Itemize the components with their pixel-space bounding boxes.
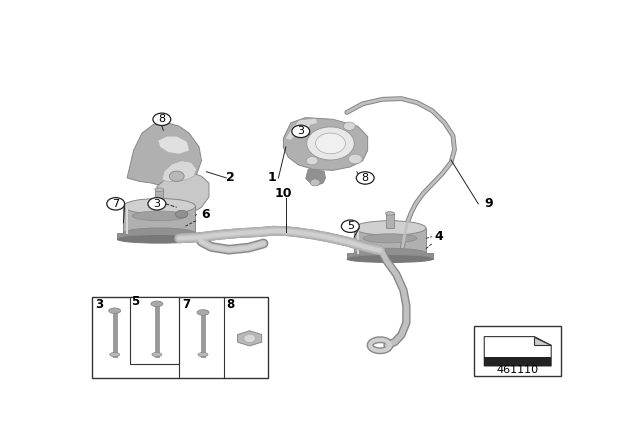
Polygon shape: [237, 331, 262, 346]
Circle shape: [153, 113, 171, 125]
Ellipse shape: [198, 353, 208, 357]
Polygon shape: [124, 206, 195, 233]
Ellipse shape: [363, 234, 417, 243]
Polygon shape: [157, 173, 209, 216]
FancyBboxPatch shape: [474, 326, 561, 376]
Circle shape: [107, 198, 125, 210]
FancyBboxPatch shape: [92, 297, 269, 378]
Circle shape: [316, 133, 346, 154]
Circle shape: [244, 334, 255, 342]
Polygon shape: [158, 137, 189, 154]
Polygon shape: [127, 123, 202, 188]
Circle shape: [356, 172, 374, 184]
Bar: [386, 214, 394, 228]
Ellipse shape: [385, 212, 394, 215]
Polygon shape: [354, 228, 426, 253]
Text: 3: 3: [154, 199, 161, 209]
Text: 3: 3: [95, 298, 104, 311]
Polygon shape: [534, 336, 551, 345]
Polygon shape: [118, 233, 201, 239]
FancyBboxPatch shape: [129, 297, 179, 364]
Ellipse shape: [109, 308, 121, 314]
Circle shape: [296, 119, 310, 129]
Text: 8: 8: [227, 298, 235, 311]
Text: 8: 8: [158, 114, 165, 124]
Text: 9: 9: [484, 197, 493, 210]
Ellipse shape: [152, 353, 162, 357]
Circle shape: [310, 179, 320, 186]
Ellipse shape: [118, 236, 201, 243]
Ellipse shape: [151, 301, 163, 306]
Circle shape: [148, 198, 166, 210]
Ellipse shape: [197, 310, 209, 315]
Circle shape: [348, 154, 362, 164]
Bar: [156, 190, 163, 206]
Text: 461110: 461110: [497, 365, 539, 375]
Text: 1: 1: [267, 172, 276, 185]
Circle shape: [344, 122, 355, 130]
Text: 6: 6: [202, 208, 210, 221]
Text: 7: 7: [182, 298, 190, 311]
Text: 10: 10: [275, 187, 292, 200]
Ellipse shape: [347, 255, 433, 263]
Polygon shape: [162, 161, 196, 181]
Ellipse shape: [124, 198, 195, 214]
Polygon shape: [347, 253, 433, 259]
Circle shape: [341, 220, 359, 233]
Circle shape: [306, 156, 318, 165]
Polygon shape: [306, 169, 326, 185]
Polygon shape: [284, 117, 367, 170]
Circle shape: [169, 171, 184, 181]
Ellipse shape: [124, 228, 195, 238]
Text: 3: 3: [297, 126, 304, 136]
Text: 5: 5: [131, 295, 140, 308]
Ellipse shape: [155, 188, 164, 191]
Circle shape: [292, 125, 310, 138]
Text: 4: 4: [435, 230, 444, 243]
Circle shape: [307, 127, 355, 160]
Ellipse shape: [132, 211, 186, 221]
Ellipse shape: [175, 211, 188, 218]
Bar: [484, 357, 551, 366]
Text: 7: 7: [112, 199, 119, 209]
Text: 5: 5: [347, 221, 354, 231]
Polygon shape: [484, 336, 551, 366]
Ellipse shape: [354, 221, 426, 235]
Ellipse shape: [110, 353, 120, 357]
Polygon shape: [286, 119, 317, 140]
Text: 8: 8: [362, 173, 369, 183]
Text: 2: 2: [227, 172, 235, 185]
Ellipse shape: [354, 248, 426, 258]
